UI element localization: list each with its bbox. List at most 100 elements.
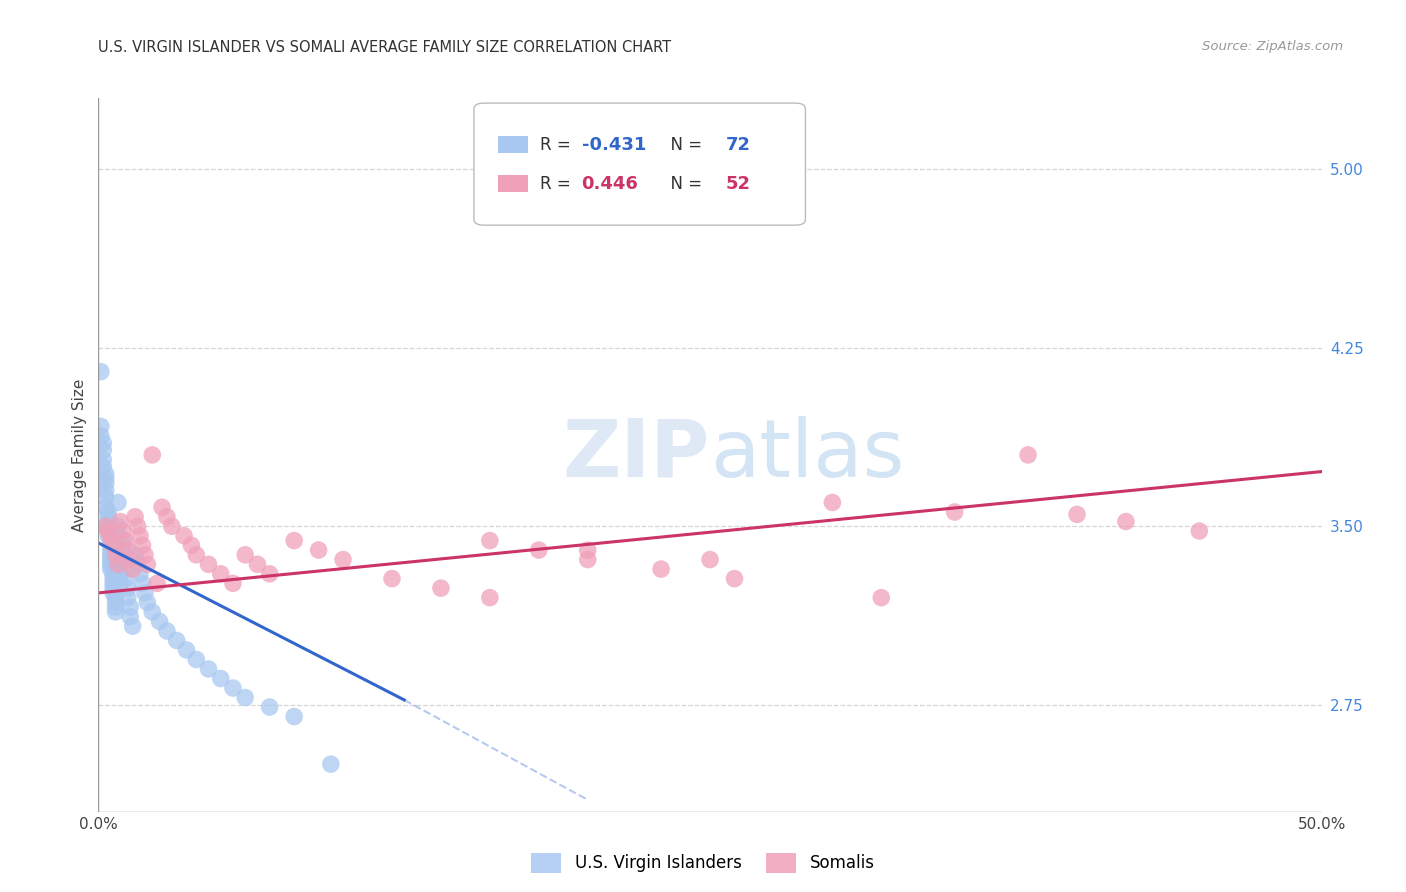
Point	[104, 595, 127, 609]
Point	[100, 552, 122, 566]
Text: R =: R =	[540, 175, 576, 193]
Point	[699, 552, 721, 566]
Point	[186, 652, 208, 666]
Point	[870, 591, 893, 605]
Point	[121, 562, 143, 576]
Point	[134, 548, 156, 562]
Point	[111, 552, 134, 566]
Point	[233, 548, 256, 562]
Point	[233, 690, 256, 705]
Point	[1066, 508, 1088, 522]
Point	[127, 558, 149, 572]
Point	[100, 558, 122, 572]
Point	[117, 581, 139, 595]
Point	[283, 709, 305, 723]
Text: R =: R =	[540, 136, 576, 153]
Point	[107, 519, 129, 533]
Point	[107, 495, 129, 509]
Point	[101, 572, 124, 586]
Point	[131, 538, 153, 552]
Point	[111, 533, 134, 548]
Point	[527, 543, 550, 558]
Point	[101, 586, 124, 600]
Point	[101, 581, 124, 595]
Point	[94, 491, 117, 505]
Point	[149, 615, 172, 629]
Point	[381, 572, 404, 586]
Point	[259, 700, 281, 714]
Point	[100, 548, 122, 562]
Point	[100, 562, 122, 576]
Text: atlas: atlas	[710, 416, 904, 494]
Point	[160, 519, 183, 533]
Point	[97, 515, 120, 529]
Point	[430, 581, 453, 595]
Point	[91, 443, 114, 458]
Bar	[498, 175, 527, 193]
Text: -0.431: -0.431	[582, 136, 645, 153]
Point	[259, 566, 281, 581]
Point	[222, 681, 245, 695]
Point	[131, 576, 153, 591]
Point	[97, 529, 120, 543]
Point	[197, 558, 219, 572]
Point	[124, 509, 146, 524]
Point	[100, 533, 122, 548]
Point	[332, 552, 354, 566]
Point	[97, 519, 120, 533]
Point	[110, 515, 132, 529]
Point	[94, 467, 117, 481]
Point	[107, 558, 129, 572]
Point	[650, 562, 672, 576]
Point	[120, 609, 142, 624]
Point	[110, 566, 132, 581]
Point	[120, 552, 142, 566]
Point	[117, 591, 139, 605]
Legend: U.S. Virgin Islanders, Somalis: U.S. Virgin Islanders, Somalis	[524, 847, 882, 880]
Point	[723, 572, 745, 586]
Point	[156, 509, 179, 524]
Point	[197, 662, 219, 676]
Text: N =: N =	[659, 175, 707, 193]
Point	[100, 531, 122, 545]
Point	[821, 495, 844, 509]
Point	[94, 472, 117, 486]
Point	[94, 519, 117, 533]
Point	[129, 566, 152, 581]
Point	[114, 572, 136, 586]
Point	[209, 566, 232, 581]
Text: Source: ZipAtlas.com: Source: ZipAtlas.com	[1202, 40, 1343, 54]
Point	[91, 459, 114, 474]
Point	[97, 509, 120, 524]
Point	[308, 543, 330, 558]
Point	[90, 419, 112, 434]
Point	[1115, 515, 1137, 529]
Point	[173, 529, 195, 543]
Point	[97, 505, 120, 519]
Point	[101, 576, 124, 591]
Point	[117, 543, 139, 558]
Point	[94, 483, 117, 498]
Point	[134, 586, 156, 600]
Point	[100, 538, 122, 552]
Point	[107, 548, 129, 562]
Point	[121, 619, 143, 633]
Point	[111, 543, 134, 558]
Point	[283, 533, 305, 548]
Point	[136, 595, 159, 609]
FancyBboxPatch shape	[474, 103, 806, 225]
Point	[94, 500, 117, 515]
Text: 72: 72	[725, 136, 751, 153]
Point	[1017, 448, 1039, 462]
Text: ZIP: ZIP	[562, 416, 710, 494]
Y-axis label: Average Family Size: Average Family Size	[72, 378, 87, 532]
Point	[114, 533, 136, 548]
Point	[129, 529, 152, 543]
Point	[478, 591, 501, 605]
Point	[180, 538, 202, 552]
Point	[209, 672, 232, 686]
Point	[101, 566, 124, 581]
Point	[90, 429, 112, 443]
Point	[319, 757, 342, 772]
Point	[120, 600, 142, 615]
